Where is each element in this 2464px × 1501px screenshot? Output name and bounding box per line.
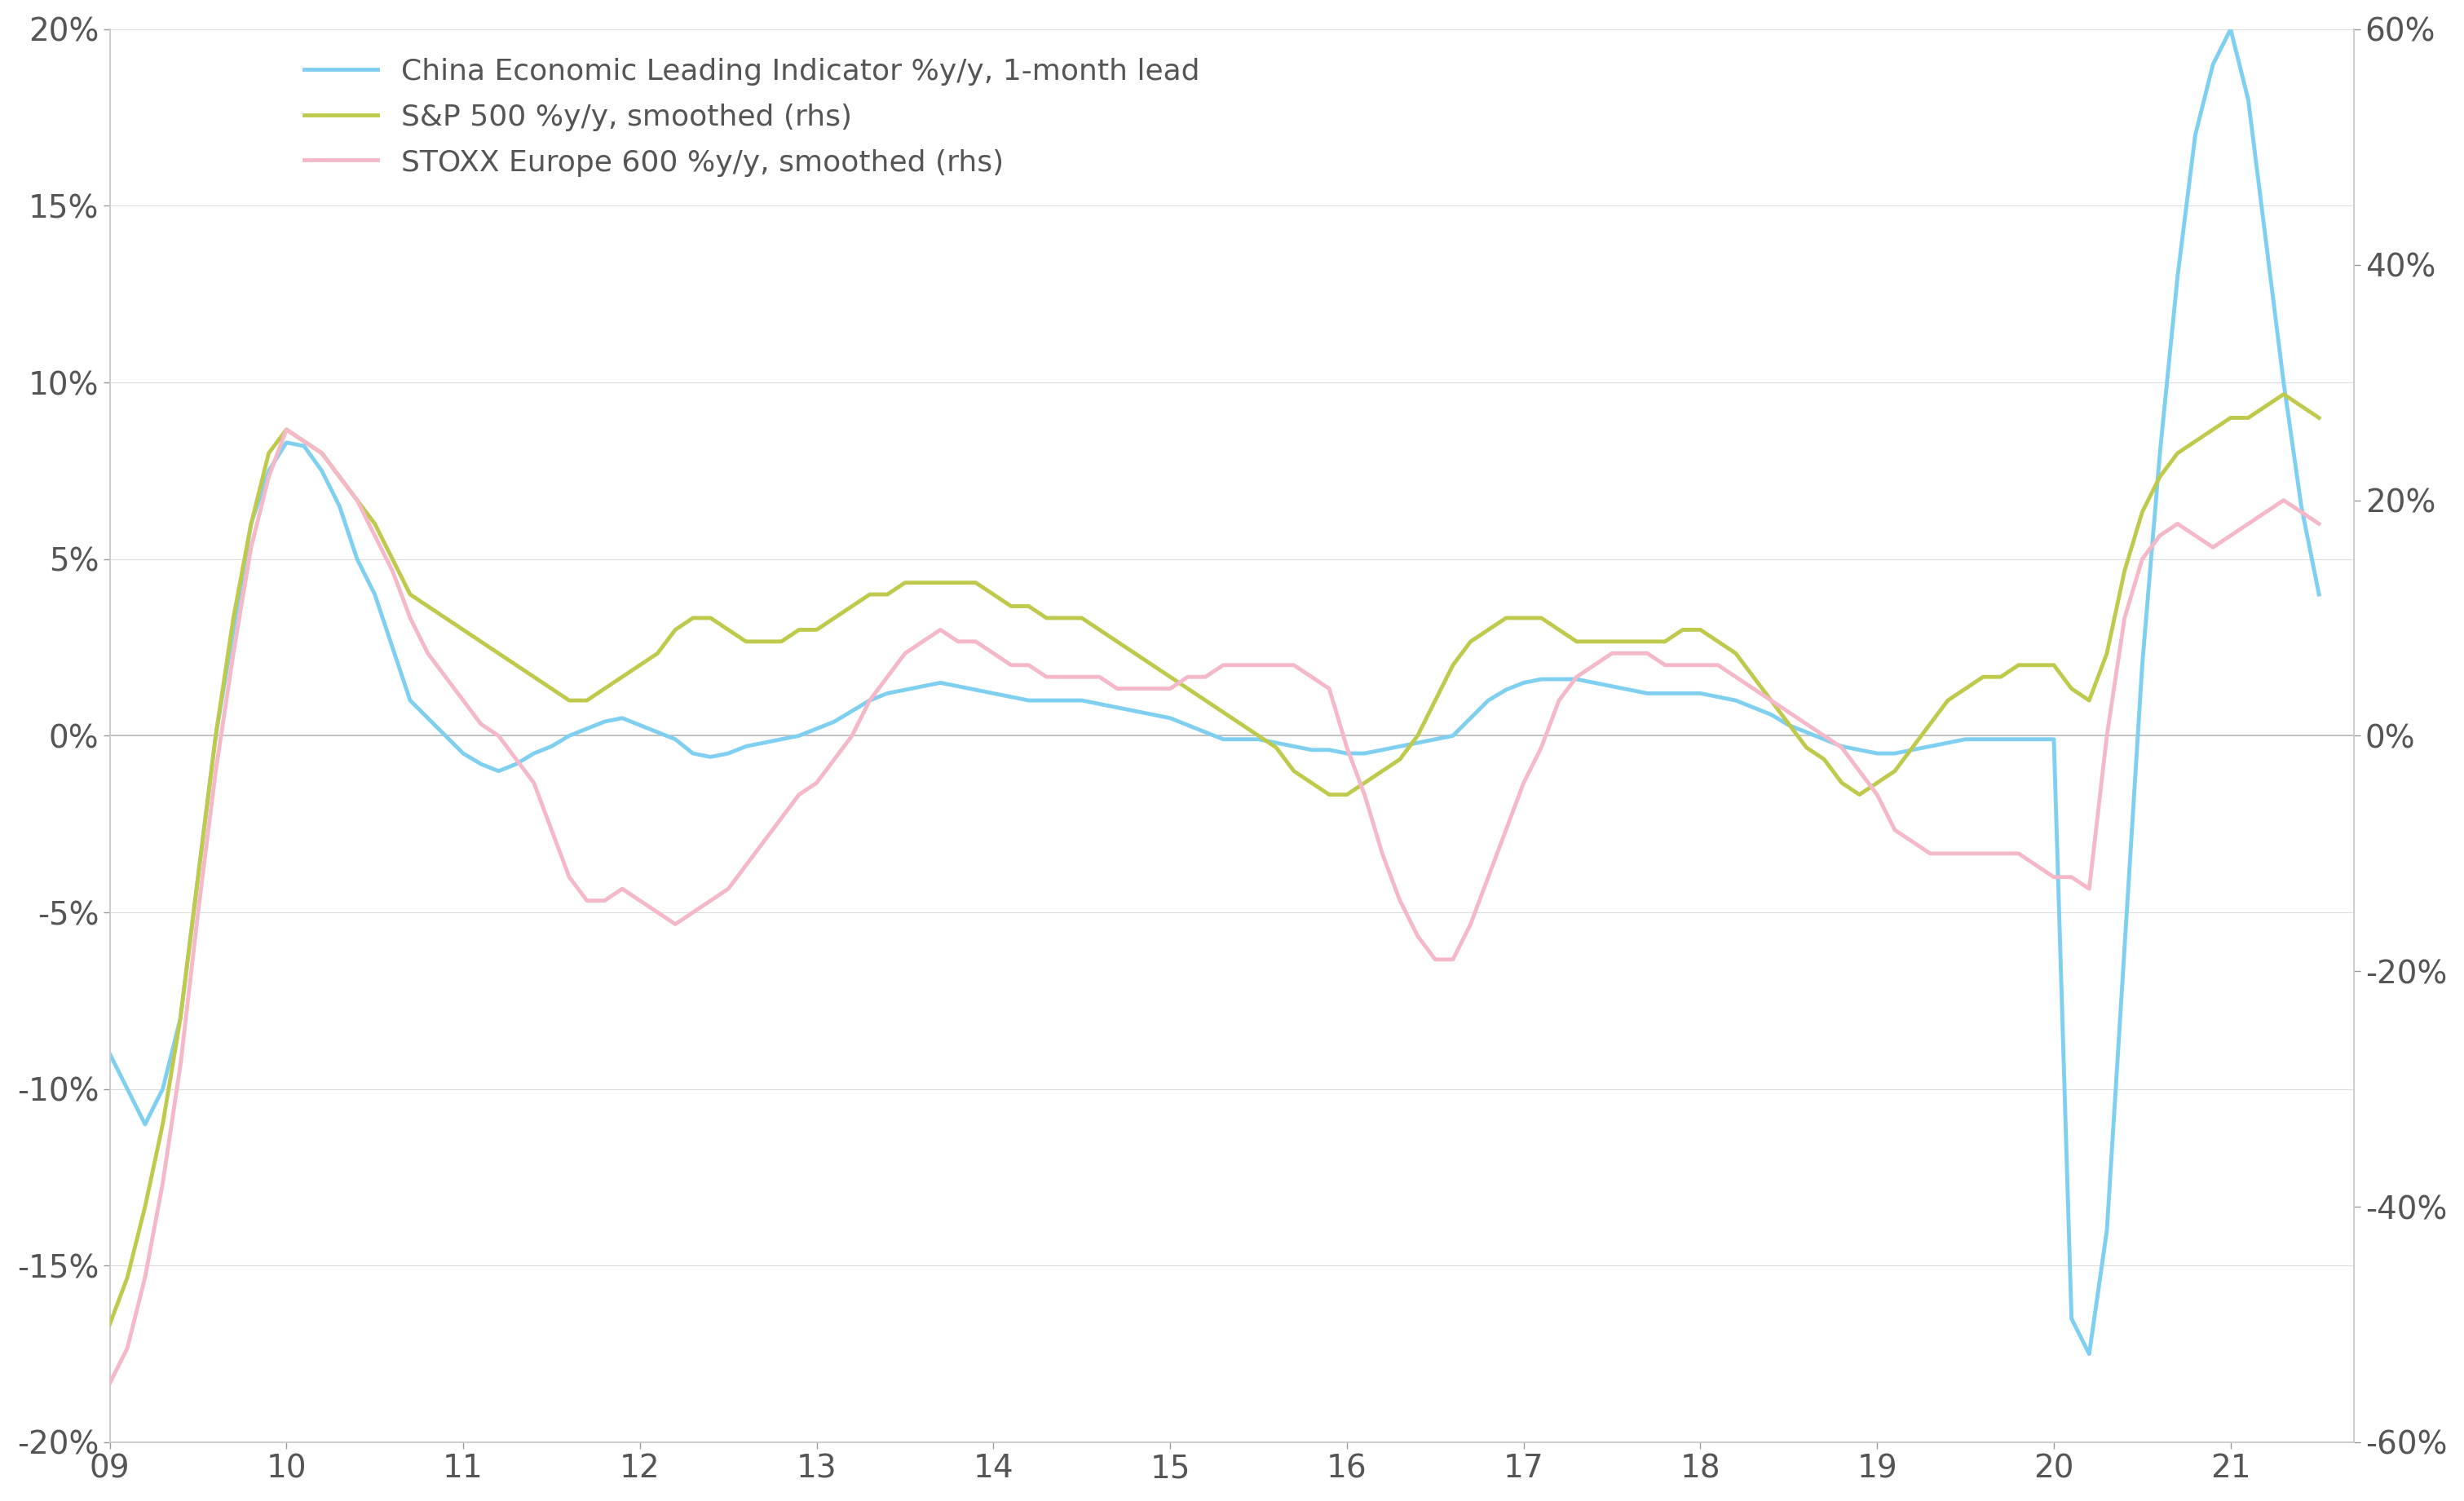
Legend: China Economic Leading Indicator %y/y, 1-month lead, S&P 500 %y/y, smoothed (rhs: China Economic Leading Indicator %y/y, 1… (303, 59, 1200, 177)
